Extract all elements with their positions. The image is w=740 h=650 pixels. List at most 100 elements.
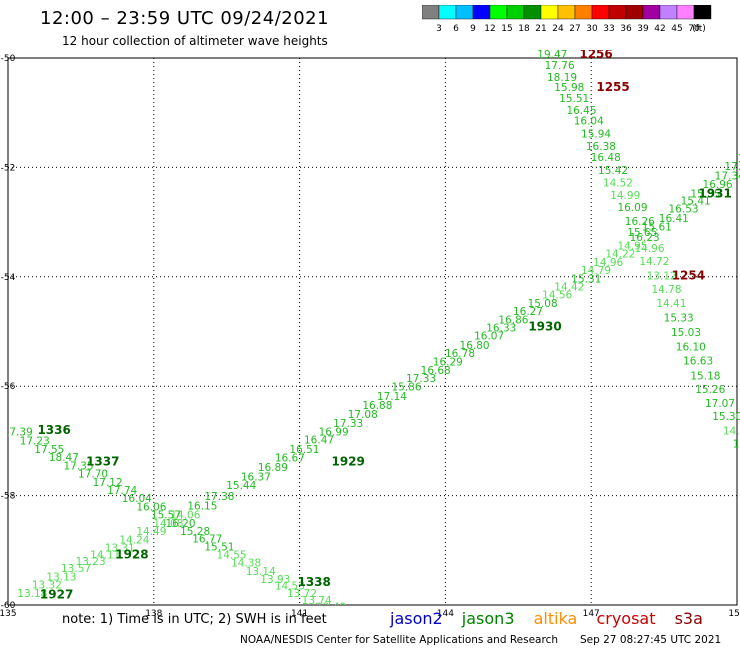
credit-line: NOAA/NESDIS Center for Satellite Applica… [240,634,558,646]
wave-height-label: 13.23 [76,556,106,568]
wave-height-label: 16.07 [474,331,504,343]
pass-time-label: 1338 [297,575,330,589]
wave-height-label: 14.08 [153,518,183,530]
wave-height-label: 16.26 [625,216,655,228]
wave-height-label: 13.31 [105,542,135,554]
longitude-tick-label: 147 [583,609,600,619]
wave-height-label: 16.23 [630,232,660,244]
satellite-jason3: jason3 [461,609,515,628]
wave-height-label: 15.98 [554,82,584,94]
wave-height-label: 16.29 [433,356,463,368]
colorbar-tick-label: 70 [688,24,700,34]
wave-height-label: 17.38 [204,491,234,503]
map-frame [7,57,738,606]
wave-height-label: 14.6 [723,425,740,437]
wave-height-label: 12.40 [316,601,346,613]
wave-height-label: 15.18 [690,371,720,383]
wave-height-label: 14.22 [605,249,635,261]
wave-height-label: 14.41 [656,298,686,310]
pass-time-label: 1254 [672,269,705,283]
wave-height-label: 14.99 [610,190,640,202]
pass-time-label: 1928 [115,548,148,562]
wave-height-label: 16.20 [165,518,195,530]
wave-height-label: 14.96 [593,257,623,269]
wave-height-label: 16.27 [513,306,543,318]
wave-height-label: 13.58 [331,608,361,620]
wave-height-label: 13.13 [46,571,76,583]
wave-height-label: 16.06 [136,501,166,513]
latitude-tick-label: -56 [1,382,16,392]
wave-height-label: 16.68 [421,365,451,377]
wave-height-label: 14.53 [275,581,305,593]
wave-height-label: 16 [733,438,740,450]
longitude-tick-label: 135 [0,609,17,619]
colorbar-tick-label: 42 [654,24,665,34]
wave-height-label: 16.04 [122,493,152,505]
latitude-tick-label: -50 [1,54,16,64]
wave-height-label: 16.78 [445,348,475,360]
wave-height-label: 15.30 [712,411,740,423]
wave-height-label: 17.23 [20,436,50,448]
wave-height-label: 17.74 [107,485,137,497]
wave-height-label: 16.45 [566,105,596,117]
wave-height-label: 15.51 [204,541,234,553]
wave-height-label: 16.53 [669,203,699,215]
wave-height-label: 14.78 [651,284,681,296]
wave-height-label: 17.07 [705,398,735,410]
pass-time-label: 1336 [37,423,70,437]
pass-time-label: 1927 [40,587,73,601]
colorbar-tick-label: 30 [586,24,598,34]
wave-height-label: 16.15 [187,500,217,512]
colorbar-tick-label: 24 [552,24,564,34]
pass-time-label: 1929 [331,455,364,469]
wave-height-label: 14.56 [542,290,572,302]
colorbar-tick-label: 27 [569,24,580,34]
pass-time-label: 1256 [579,47,612,61]
colorbar-tick-label: 15 [501,24,512,34]
wave-height-label: 17 [738,153,740,165]
wave-height-label: 16.99 [319,426,349,438]
wave-height-label: 15.86 [391,382,421,394]
wave-height-label: 16.47 [304,435,334,447]
wave-height-label: 16.80 [460,340,490,352]
wave-height-label: 17.35 [63,460,93,472]
wave-height-label: 18.19 [547,72,577,84]
latitude-tick-label: -54 [1,273,16,283]
wave-height-label: 17.12 [93,477,123,489]
wave-height-label: 17.33 [333,418,363,430]
wave-height-label: 14.06 [170,510,200,522]
colorbar-tick-label: 21 [535,24,546,34]
wave-height-label: 15.26 [695,384,725,396]
wave-height-label: 15.65 [627,227,657,239]
wave-height-label: 14.24 [119,535,149,547]
satellite-jason2: jason2 [390,609,443,628]
wave-height-label: 19.47 [537,49,567,61]
longitude-tick-label: 150 [728,609,740,619]
wave-height-label: 14.49 [136,526,166,538]
wave-height-label: 16.10 [676,342,706,354]
wave-height-label: 13.72 [287,588,317,600]
wave-height-label: 15.33 [664,313,694,325]
wave-height-label: 17.55 [34,444,64,456]
latitude-tick-label: -60 [1,601,16,611]
wave-height-label: 17.39 [3,426,33,438]
map-subtitle: 12 hour collection of altimeter wave hei… [62,34,328,48]
wave-height-label: 14.72 [639,256,669,268]
wave-height-label: 17.08 [348,409,378,421]
pass-time-label: 1337 [86,455,119,469]
wave-height-label: 15.31 [571,273,601,285]
wave-height-label: 15.28 [180,526,210,538]
colorbar-tick-label: 6 [453,24,459,34]
wave-height-label: 14.55 [217,550,247,562]
latitude-tick-label: -58 [1,492,16,502]
colorbar-tick-label: 39 [637,24,649,34]
satellite-cryosat: cryosat [596,609,656,628]
wave-height-label: 15.03 [671,327,701,339]
latitude-tick-label: -52 [1,163,16,173]
longitude-tick-label: 141 [291,609,308,619]
wave-height-label: 17.33 [406,373,436,385]
pass-time-label: 1255 [596,80,629,94]
wave-height-label: 16.88 [362,400,392,412]
wave-height-label: 13.12 [647,271,677,283]
